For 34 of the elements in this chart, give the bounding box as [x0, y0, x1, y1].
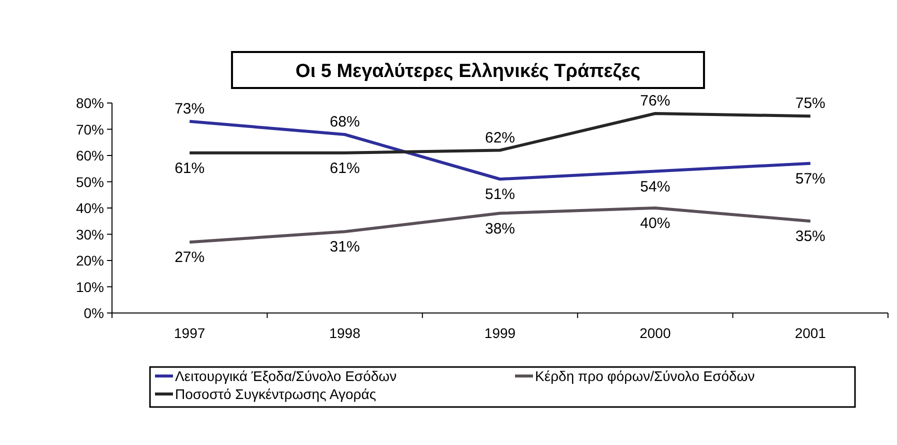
y-tick-label: 30% [76, 226, 104, 242]
data-label: 31% [330, 238, 360, 256]
x-tick-label: 2001 [794, 325, 826, 341]
line-series [188, 112, 812, 154]
data-label: 61% [330, 160, 360, 177]
y-tick-label: 20% [76, 252, 104, 268]
data-label: 38% [484, 220, 516, 238]
y-tick-label: 60% [76, 148, 104, 164]
legend-label: Ποσοστό Συγκέντρωσης Αγοράς [175, 386, 376, 402]
y-tick-label: 10% [76, 278, 104, 295]
data-label: 62% [484, 129, 516, 146]
data-label: 61% [174, 160, 205, 177]
data-label: 73% [174, 100, 205, 118]
data-label: 76% [640, 92, 670, 110]
data-label: 57% [795, 170, 826, 188]
chart-title: Οι 5 Μεγαλύτερες Ελληνικές Τράπεζες [296, 61, 641, 82]
x-tick-label: 1997 [174, 325, 206, 341]
data-label: 54% [640, 178, 670, 196]
x-tick-label: 1999 [484, 325, 516, 341]
legend-label: Λειτουργικά Έξοδα/Σύνολο Εσόδων [175, 368, 397, 384]
data-label: 40% [640, 215, 670, 232]
x-tick-label: 2000 [640, 325, 671, 341]
data-label: 27% [174, 249, 205, 266]
y-tick-label: 50% [76, 174, 104, 190]
y-tick-label: 40% [76, 200, 104, 216]
y-tick-label: 0% [84, 305, 104, 321]
data-label: 51% [484, 186, 516, 204]
x-tick-label: 1998 [329, 325, 361, 341]
data-label: 75% [795, 95, 826, 112]
y-tick-label: 80% [76, 95, 104, 111]
data-label: 68% [330, 114, 360, 130]
data-label: 35% [795, 228, 826, 246]
y-tick-label: 70% [76, 121, 104, 138]
legend-label: Κέρδη προ φόρων/Σύνολο Εσόδων [535, 368, 755, 384]
